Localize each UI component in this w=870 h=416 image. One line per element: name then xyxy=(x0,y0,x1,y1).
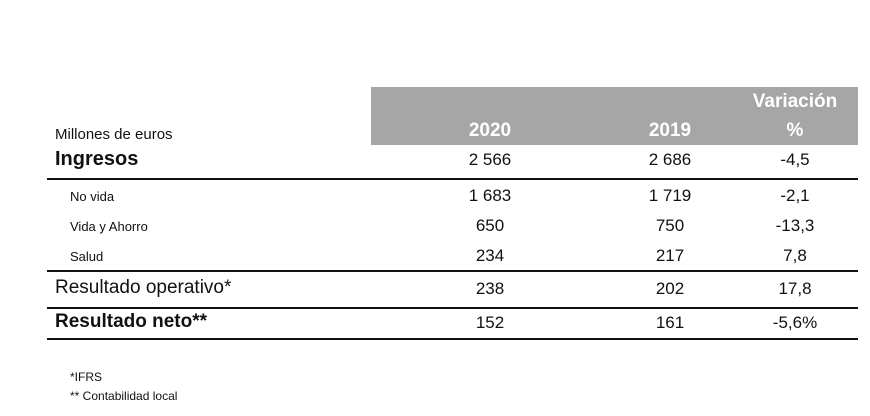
cell-value: 234 xyxy=(475,246,505,265)
cell-value: 750 xyxy=(655,216,685,235)
column-header: 2020 xyxy=(468,120,512,141)
footnote: ** Contabilidad local xyxy=(70,389,178,403)
cell-value: 2 686 xyxy=(648,150,692,169)
cell-value: -4,5 xyxy=(780,150,810,169)
unit-label: Millones de euros xyxy=(55,126,173,143)
row-label: Vida y Ahorro xyxy=(70,219,148,234)
cell-value: -13,3 xyxy=(775,216,815,235)
cell-value: 238 xyxy=(475,279,505,298)
footnote: *IFRS xyxy=(70,370,103,384)
row-rule xyxy=(47,178,858,180)
cell-value: 1 683 xyxy=(468,186,512,205)
cell-value: 2 566 xyxy=(468,150,512,169)
row-label: No vida xyxy=(70,189,115,204)
column-header: 2019 xyxy=(648,120,692,141)
column-header: Variación xyxy=(752,91,838,112)
row-label: Resultado operativo* xyxy=(55,277,232,298)
cell-value: 161 xyxy=(655,313,685,332)
cell-value: -2,1 xyxy=(780,186,810,205)
cell-value: 217 xyxy=(655,246,685,265)
row-label: Resultado neto** xyxy=(55,311,208,332)
cell-value: 152 xyxy=(475,313,505,332)
row-label: Salud xyxy=(70,249,104,264)
row-label: Ingresos xyxy=(55,148,139,170)
cell-value: -5,6% xyxy=(772,313,818,332)
row-rule xyxy=(47,307,858,309)
column-header: % xyxy=(786,120,804,141)
row-rule xyxy=(47,338,858,340)
cell-value: 17,8 xyxy=(778,279,812,298)
cell-value: 7,8 xyxy=(783,246,807,265)
header-band xyxy=(371,87,858,145)
cell-value: 650 xyxy=(475,216,505,235)
row-rule xyxy=(47,270,858,272)
cell-value: 202 xyxy=(655,279,685,298)
cell-value: 1 719 xyxy=(648,186,692,205)
